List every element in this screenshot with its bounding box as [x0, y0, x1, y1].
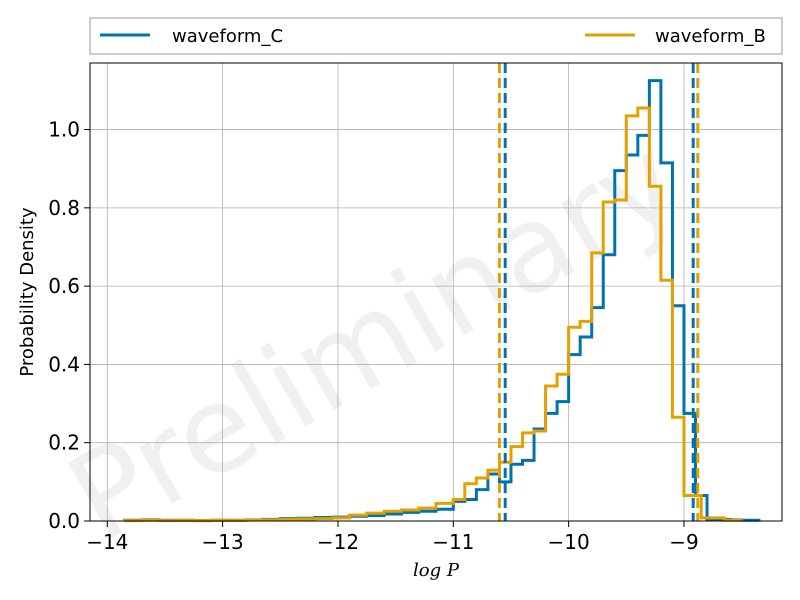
- y-tick-label: 0.6: [48, 274, 80, 298]
- legend-label: waveform_B: [655, 26, 766, 47]
- legend-box: [89, 17, 783, 55]
- watermark: Preliminary: [47, 110, 703, 569]
- legend-label: waveform_C: [172, 26, 283, 47]
- y-axis-label: Probability Density: [17, 207, 38, 377]
- y-tick-label: 0.8: [48, 196, 80, 220]
- legend: waveform_C waveform_B: [89, 17, 783, 55]
- x-axis-label: log P: [413, 560, 460, 581]
- y-tick-label: 0.2: [48, 431, 80, 455]
- y-tick-label: 1.0: [48, 118, 80, 142]
- histogram-waveform-b: [123, 106, 744, 523]
- x-tick-label: −12: [317, 530, 359, 554]
- plot-area-frame: [89, 62, 783, 522]
- x-tick-label: −9: [669, 530, 698, 554]
- x-tick-label: −11: [432, 530, 474, 554]
- credible-interval-lines: [497, 63, 700, 521]
- x-tick-label: −13: [202, 530, 244, 554]
- watermark-text: Preliminary: [47, 110, 703, 569]
- y-tick-label: 0.0: [48, 509, 80, 533]
- x-tick-label: −14: [86, 530, 128, 554]
- y-tick-label: 0.4: [48, 352, 80, 376]
- axis-ticks: −14 −13 −12 −11 −10 −9 0.0 0.2 0.4 0.6 0.8 1.0: [48, 118, 699, 554]
- x-tick-label: −10: [548, 530, 590, 554]
